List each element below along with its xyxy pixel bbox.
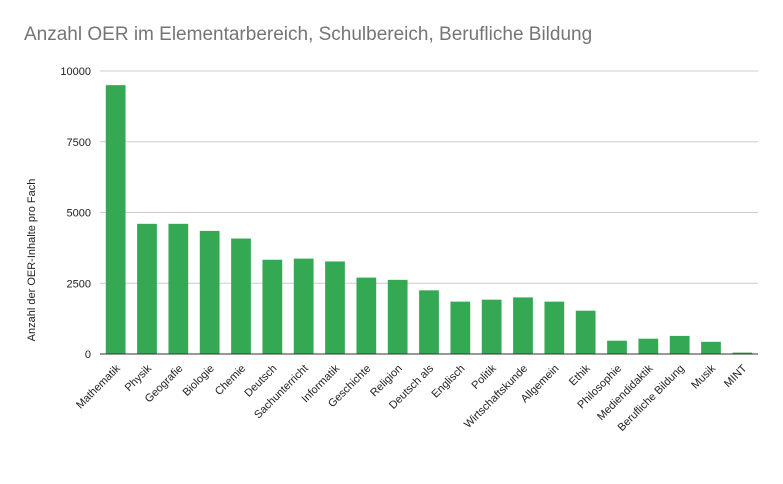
bar bbox=[544, 301, 565, 354]
bar bbox=[293, 258, 314, 354]
bar bbox=[387, 279, 408, 354]
bars bbox=[105, 85, 753, 355]
x-tick-label: Mathematik bbox=[74, 362, 123, 411]
x-tick-label: MINT bbox=[722, 362, 750, 390]
bar bbox=[638, 338, 659, 354]
bar bbox=[607, 340, 627, 354]
bar bbox=[669, 335, 690, 354]
bar bbox=[356, 277, 377, 354]
grid-lines bbox=[100, 70, 758, 284]
bar bbox=[137, 223, 157, 354]
x-tick-label: Politik bbox=[470, 362, 500, 392]
bar bbox=[419, 290, 439, 354]
bar bbox=[262, 259, 283, 354]
bar bbox=[105, 85, 126, 355]
y-tick-label: 10000 bbox=[60, 66, 91, 78]
bar bbox=[168, 223, 189, 354]
bar bbox=[450, 301, 471, 354]
y-tick-label: 7500 bbox=[67, 137, 91, 149]
x-tick-label: Biologie bbox=[181, 363, 217, 399]
y-tick-label: 2500 bbox=[67, 278, 91, 290]
x-tick-label: Musik bbox=[689, 362, 718, 391]
chart-title: Anzahl OER im Elementarbereich, Schulber… bbox=[24, 24, 593, 45]
y-tick-label: 0 bbox=[85, 349, 91, 361]
bar bbox=[325, 261, 345, 354]
bar bbox=[575, 310, 596, 354]
x-tick-label: Englisch bbox=[430, 363, 468, 401]
bar bbox=[701, 341, 721, 354]
bar bbox=[199, 230, 220, 354]
y-axis-title: Anzahl der OER-Inhalte pro Fach bbox=[26, 179, 38, 342]
x-tick-label: Ethik bbox=[567, 362, 593, 388]
bar bbox=[481, 299, 502, 354]
x-tick-label: Mediendidaktik bbox=[595, 362, 656, 423]
y-tick-label: 5000 bbox=[67, 208, 91, 220]
bar bbox=[732, 352, 753, 354]
bar bbox=[513, 297, 533, 354]
bar bbox=[231, 238, 251, 354]
